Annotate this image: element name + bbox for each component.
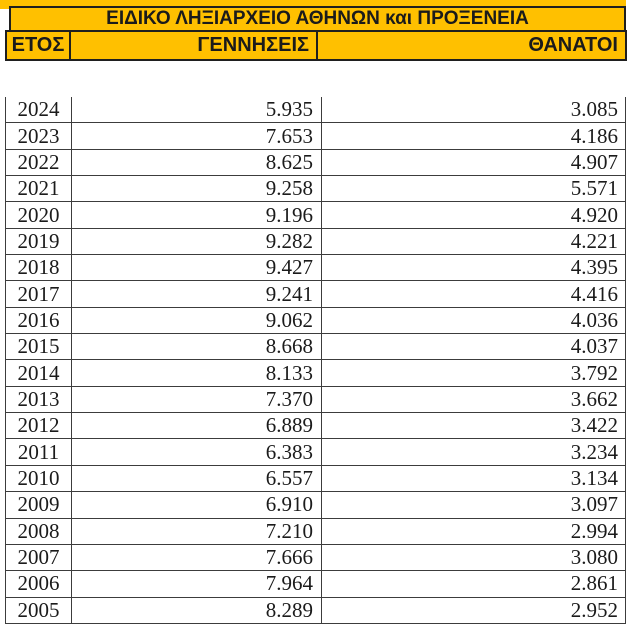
year-cell: 2020 [6,202,72,228]
year-cell: 2011 [6,439,72,465]
births-cell: 8.289 [72,597,322,623]
header-top-strip [0,0,626,9]
births-cell: 6.889 [72,413,322,439]
births-cell: 9.258 [72,176,322,202]
births-cell: 6.557 [72,465,322,492]
deaths-cell: 4.395 [570,255,618,280]
deaths-cell: 4.920 [570,202,618,227]
year-cell: 2016 [6,307,72,334]
deaths-cell: 4.186 [570,123,618,148]
table-row: 2011 6.383 3.234 [6,439,625,466]
year-cell: 2005 [6,597,72,623]
births-cell: 9.062 [72,307,322,334]
deaths-cell: 3.080 [570,545,618,570]
deaths-cell: 4.907 [570,149,618,174]
births-cell: 6.383 [72,439,322,465]
year-cell: 2007 [6,544,72,571]
table-row: 2013 7.370 3.662 [6,386,625,414]
year-cell: 2018 [6,255,72,281]
year-cell: 2022 [6,149,72,176]
table-row: 2014 8.133 3.792 [6,360,625,387]
year-cell: 2013 [6,386,72,413]
deaths-cell: 3.085 [570,97,618,122]
table-row: 2024 5.935 3.085 [6,97,625,124]
table-row: 2018 9.427 4.395 [6,255,625,282]
year-cell: 2009 [6,492,72,518]
births-cell: 8.668 [72,334,322,360]
table-row: 2012 6.889 3.422 [6,413,625,440]
deaths-cell: 3.792 [570,360,618,385]
deaths-cell: 4.221 [570,228,618,253]
births-cell: 7.964 [72,571,322,597]
table-row: 2015 8.668 4.037 [6,334,625,361]
deaths-cell: 4.036 [570,307,618,332]
table-row: 2006 7.964 2.861 [6,571,625,598]
births-cell: 6.910 [72,492,322,518]
column-header-births: ΓΕΝΝΗΣΕΙΣ [71,32,318,59]
table-row: 2023 7.653 4.186 [6,123,625,150]
deaths-cell: 4.416 [570,281,618,306]
year-cell: 2008 [6,518,72,544]
table-row: 2009 6.910 3.097 [6,492,625,519]
deaths-cell: 2.994 [570,518,618,543]
year-cell: 2014 [6,360,72,386]
year-cell: 2012 [6,413,72,439]
year-cell: 2021 [6,176,72,202]
table-row: 2021 9.258 5.571 [6,176,625,203]
year-cell: 2019 [6,228,72,255]
table-row: 2005 8.289 2.952 [6,597,625,624]
year-cell: 2006 [6,571,72,597]
deaths-cell: 3.234 [570,439,618,464]
deaths-cell: 3.662 [570,386,618,411]
table-row: 2010 6.557 3.134 [6,465,625,493]
table-row: 2020 9.196 4.920 [6,202,625,229]
deaths-cell: 3.097 [570,492,618,517]
births-cell: 7.210 [72,518,322,544]
table-row: 2008 7.210 2.994 [6,518,625,545]
column-header-row: ΕΤΟΣ ΓΕΝΝΗΣΕΙΣ ΘΑΝΑΤΟΙ [5,30,627,61]
births-cell: 8.133 [72,360,322,386]
year-cell: 2010 [6,465,72,492]
deaths-cell: 4.037 [570,334,618,359]
births-cell: 9.427 [72,255,322,281]
births-cell: 5.935 [72,97,322,123]
births-cell: 9.196 [72,202,322,228]
deaths-cell: 2.861 [570,571,618,596]
year-cell: 2023 [6,123,72,149]
column-header-deaths: ΘΑΝΑΤΟΙ [528,34,618,56]
births-cell: 9.241 [72,281,322,307]
deaths-cell: 2.952 [570,597,618,622]
table-title: ΕΙΔΙΚΟ ΛΗΞΙΑΡΧΕΙΟ ΑΘΗΝΩΝ και ΠΡΟΞΕΝΕΙΑ [9,6,626,32]
table-row: 2016 9.062 4.036 [6,307,625,335]
year-cell: 2015 [6,334,72,360]
column-header-year: ΕΤΟΣ [7,32,71,59]
table-row: 2022 8.625 4.907 [6,149,625,177]
year-cell: 2017 [6,281,72,307]
table-row: 2017 9.241 4.416 [6,281,625,308]
births-cell: 7.370 [72,386,322,413]
table-row: 2019 9.282 4.221 [6,228,625,256]
births-cell: 7.666 [72,544,322,571]
deaths-cell: 3.134 [570,465,618,490]
data-grid: 2024 5.935 3.085 2023 7.653 4.186 2022 8… [5,97,626,624]
births-cell: 7.653 [72,123,322,149]
deaths-cell: 3.422 [570,413,618,438]
year-cell: 2024 [6,97,72,123]
deaths-cell: 5.571 [570,176,618,201]
births-cell: 8.625 [72,149,322,176]
births-cell: 9.282 [72,228,322,255]
table-row: 2007 7.666 3.080 [6,544,625,572]
